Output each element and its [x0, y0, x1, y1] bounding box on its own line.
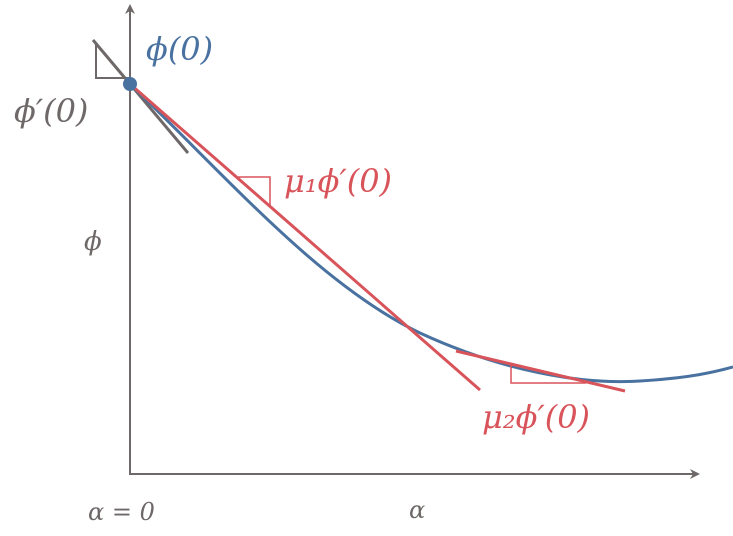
y-axis-label: ϕ — [84, 227, 102, 257]
x-origin-label: α = 0 — [88, 498, 155, 526]
phi0-label: ϕ(0) — [146, 30, 213, 68]
mu2-slope-triangle — [510, 364, 586, 384]
mu2-label: μ₂ϕ′(0) — [482, 398, 590, 436]
phi0-point — [123, 77, 137, 91]
tangent-line — [91, 39, 190, 154]
mu1-line — [129, 82, 481, 392]
x-axis-label: α — [409, 496, 425, 524]
mu1-slope-triangle — [238, 176, 271, 205]
tangent-slope-triangle — [95, 43, 130, 79]
phi-prime0-label: ϕ′(0) — [14, 92, 88, 130]
mu2-line — [455, 349, 626, 393]
mu1-label: μ₁ϕ′(0) — [284, 162, 392, 200]
phi-curve — [128, 82, 733, 384]
